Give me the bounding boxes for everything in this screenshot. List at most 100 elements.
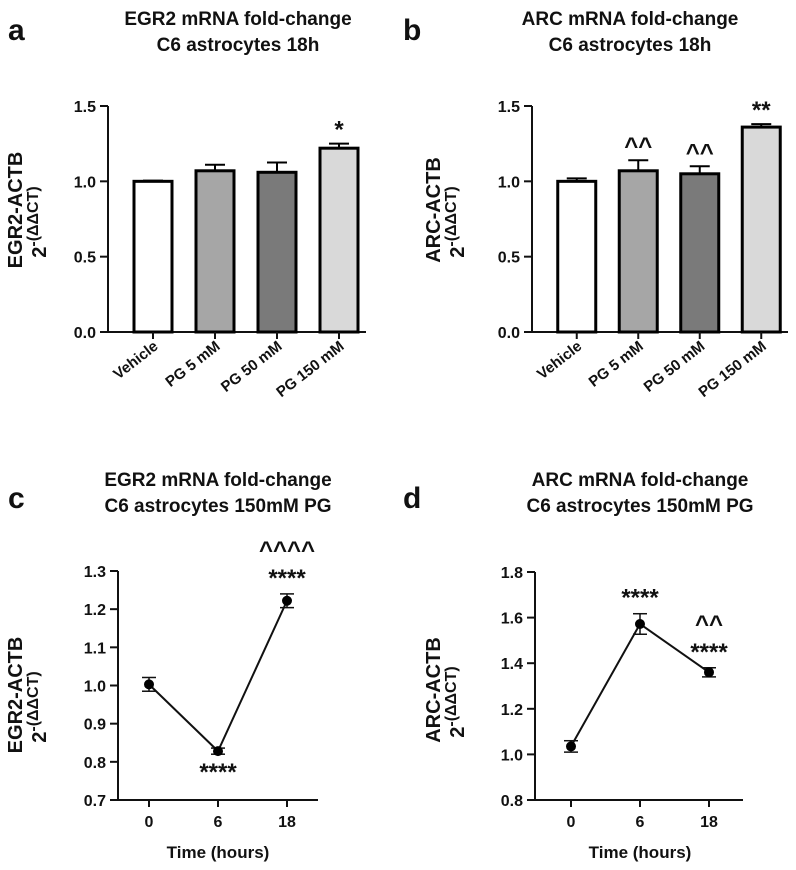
- panel-a-ylabel-main: EGR2-ACTB: [5, 152, 27, 269]
- panel-c-ylabel-base: 2: [29, 732, 51, 743]
- panel-c-significance-marker: ****: [199, 759, 237, 786]
- panel-d-significance-marker: ****: [621, 585, 659, 612]
- panel-a-ytick-label: 0.0: [74, 325, 96, 342]
- panel-d-ylabel-main: ARC-ACTB: [423, 637, 445, 743]
- panel-a-bar: [256, 170, 298, 334]
- panel-a-ytick-label: 0.5: [74, 250, 96, 267]
- panel-b-category-label: Vehicle: [534, 338, 585, 383]
- panel-b-significance-marker: ^^: [624, 133, 652, 160]
- panel-b-category-label: PG 150 mM: [696, 338, 770, 401]
- panel-a-significance-marker: *: [334, 117, 344, 144]
- panel-d-ylabel-base: 2: [447, 727, 469, 738]
- panel-d-series-line: [570, 622, 710, 747]
- panel-d-data-point: [566, 741, 576, 752]
- panel-b-ylabel-sup: -(ΔΔCT): [443, 186, 460, 246]
- panel-d-ytick-label: 1.8: [501, 565, 523, 582]
- panel-c-title-line1: EGR2 mRNA fold-change: [104, 470, 331, 491]
- panel-a-ylabel-sup: -(ΔΔCT): [25, 186, 42, 246]
- panel-c-significance-marker: ^^^^: [259, 537, 315, 564]
- panel-c-y-axis-label: EGR2-ACTB 2-(ΔΔCT): [5, 637, 51, 754]
- panel-d-ylabel-sup: -(ΔΔCT): [443, 666, 460, 726]
- panel-c-ytick-label: 1.0: [84, 679, 106, 696]
- panel-c-data-point: [282, 595, 292, 606]
- panel-b-bar: [740, 125, 782, 334]
- panel-d-significance-marker: ****: [690, 639, 728, 666]
- panel-a-y-axis-label: EGR2-ACTB 2-(ΔΔCT): [5, 152, 51, 269]
- panel-d-title-line2: C6 astrocytes 150mM PG: [526, 496, 753, 517]
- panel-b-significance-marker: **: [752, 97, 771, 124]
- panel-b-ytick-label: 1.5: [498, 99, 520, 116]
- panel-a: a EGR2 mRNA fold-change C6 astrocytes 18…: [5, 9, 366, 401]
- panel-a-bar: [318, 146, 360, 334]
- panel-a-category-label: Vehicle: [110, 338, 161, 383]
- panel-letter-a: a: [8, 14, 25, 47]
- panel-d-ytick-label: 1.6: [501, 611, 523, 628]
- panel-c-title-line2: C6 astrocytes 150mM PG: [104, 496, 331, 517]
- panel-a-bar: [194, 169, 236, 334]
- panel-b-ytick-label: 0.5: [498, 250, 520, 267]
- svg-text:2-(ΔΔCT): 2-(ΔΔCT): [443, 666, 469, 737]
- svg-text:2-(ΔΔCT): 2-(ΔΔCT): [443, 186, 469, 257]
- panel-d-title-line1: ARC mRNA fold-change: [532, 470, 749, 491]
- panel-a-ytick-label: 1.0: [74, 174, 96, 191]
- panel-d-plot: 0.81.01.21.41.61.80 6****18^^****: [501, 565, 743, 831]
- panel-a-title-line1: EGR2 mRNA fold-change: [124, 9, 351, 30]
- panel-b: b ARC mRNA fold-change C6 astrocytes 18h…: [403, 9, 788, 401]
- panel-a-ytick-label: 1.5: [74, 99, 96, 116]
- panel-c-ytick-label: 0.9: [84, 717, 106, 734]
- panel-d-xtick-label: 6: [636, 814, 645, 831]
- panel-c-ytick-label: 1.3: [84, 564, 106, 581]
- panel-d-xlabel: Time (hours): [589, 843, 692, 862]
- panel-a-category-label: PG 5 mM: [162, 338, 223, 391]
- panel-b-ylabel-base: 2: [447, 247, 469, 258]
- panel-c-ylabel-main: EGR2-ACTB: [5, 637, 27, 754]
- panel-b-significance-marker: ^^: [686, 139, 714, 166]
- svg-text:2-(ΔΔCT): 2-(ΔΔCT): [25, 186, 51, 257]
- panel-b-y-axis-label: ARC-ACTB 2-(ΔΔCT): [423, 157, 469, 263]
- panel-c-plot: 0.70.80.91.01.11.21.30 6****18^^^^****: [84, 537, 318, 831]
- panel-letter-d: d: [403, 482, 421, 515]
- panel-c-ylabel-sup: -(ΔΔCT): [25, 671, 42, 731]
- panel-b-ytick-label: 1.0: [498, 174, 520, 191]
- panel-d-ytick-label: 1.2: [501, 702, 523, 719]
- panel-letter-c: c: [8, 482, 25, 515]
- panel-d-ytick-label: 0.8: [501, 793, 523, 810]
- panel-b-title-line2: C6 astrocytes 18h: [549, 35, 712, 56]
- panel-c-xtick-label: 18: [278, 814, 296, 831]
- panel-d-ytick-label: 1.4: [501, 656, 523, 673]
- panel-d-xtick-label: 18: [700, 814, 718, 831]
- svg-text:2-(ΔΔCT): 2-(ΔΔCT): [25, 671, 51, 742]
- panel-b-bar: [556, 179, 598, 334]
- panel-d: d ARC mRNA fold-change C6 astrocytes 150…: [403, 470, 754, 862]
- panel-c-ytick-label: 1.2: [84, 602, 106, 619]
- panel-d-y-axis-label: ARC-ACTB 2-(ΔΔCT): [423, 637, 469, 743]
- panel-b-title-line1: ARC mRNA fold-change: [522, 9, 739, 30]
- panel-c-xtick-label: 0: [145, 814, 154, 831]
- panel-c-ytick-label: 0.8: [84, 755, 106, 772]
- panel-c: c EGR2 mRNA fold-change C6 astrocytes 15…: [5, 470, 332, 862]
- panel-c-xlabel: Time (hours): [167, 843, 270, 862]
- panel-a-ylabel-base: 2: [29, 247, 51, 258]
- panel-b-category-label: PG 5 mM: [586, 338, 647, 391]
- panel-c-xtick-label: 6: [214, 814, 223, 831]
- panel-b-ytick-label: 0.0: [498, 325, 520, 342]
- panel-c-data-point: [213, 746, 223, 757]
- panel-c-series-line: [148, 600, 288, 753]
- panel-letter-b: b: [403, 14, 421, 47]
- panel-d-xtick-label: 0: [567, 814, 576, 831]
- panel-a-category-label: PG 150 mM: [273, 338, 347, 401]
- panel-c-data-point: [144, 679, 154, 690]
- panel-b-ylabel-main: ARC-ACTB: [423, 157, 445, 263]
- panel-d-ytick-label: 1.0: [501, 747, 523, 764]
- panel-b-bar: [679, 172, 721, 334]
- panel-b-bar: [617, 169, 659, 334]
- panel-c-significance-marker: ****: [268, 565, 306, 592]
- panel-a-title-line2: C6 astrocytes 18h: [157, 35, 320, 56]
- panel-d-significance-marker: ^^: [695, 611, 723, 638]
- panel-a-bar: [132, 179, 174, 334]
- panel-c-ytick-label: 0.7: [84, 793, 106, 810]
- panel-c-ytick-label: 1.1: [84, 640, 106, 657]
